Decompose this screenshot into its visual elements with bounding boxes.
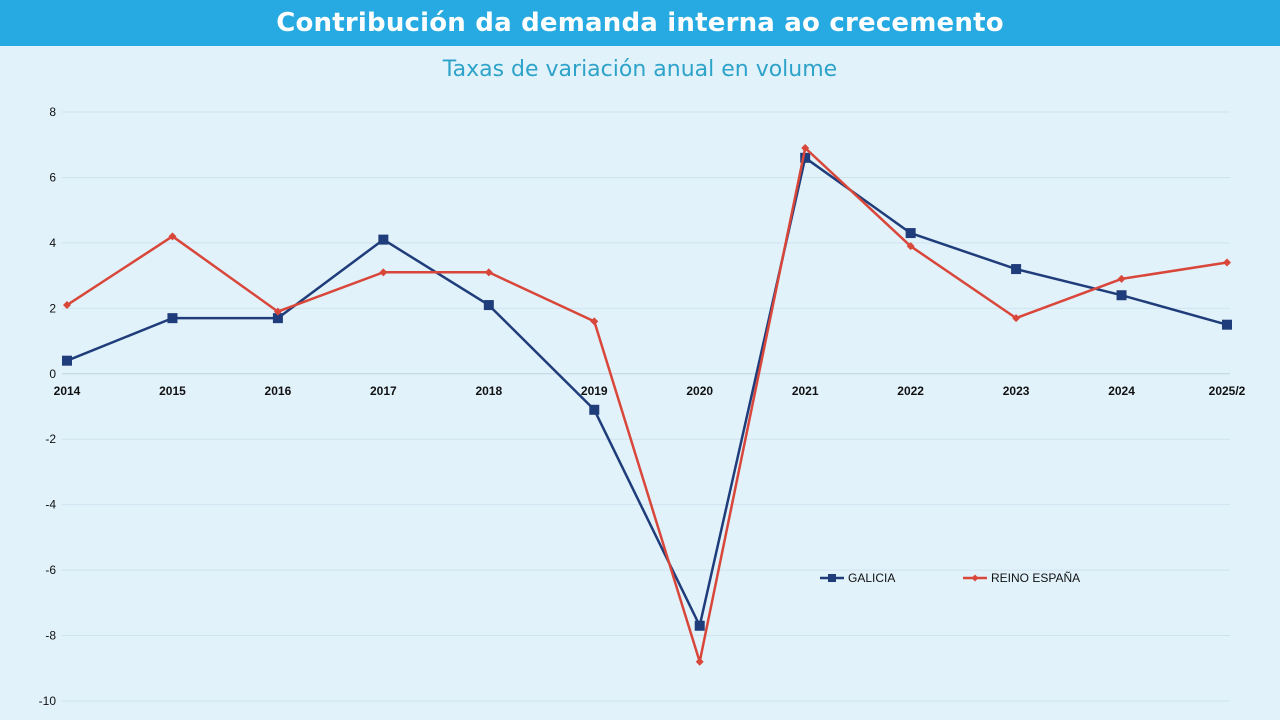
data-point-reino-espana: [484, 268, 493, 277]
data-point-galicia: [694, 620, 705, 631]
data-point-reino-espana: [695, 657, 704, 666]
y-tick-label: -6: [45, 563, 56, 577]
data-point-reino-espana: [1117, 274, 1126, 283]
y-tick-label: 6: [49, 170, 56, 184]
data-point-galicia: [905, 228, 916, 239]
series-line-galicia: [66, 156, 1228, 627]
data-point-reino-espana: [590, 317, 599, 326]
x-tick-label: 2014: [54, 384, 81, 398]
chart-subtitle: Taxas de variación anual en volume: [442, 57, 838, 82]
data-point-galicia: [272, 313, 283, 324]
y-axis-ticks: 8 6 4 2 0 -2 -4 -6 -8 -10: [39, 105, 57, 708]
y-tick-label: 2: [49, 301, 56, 315]
data-point-galicia: [1222, 319, 1232, 330]
data-point-reino-espana: [906, 242, 915, 251]
data-point-galicia: [378, 234, 389, 245]
data-point-galicia: [1116, 290, 1127, 301]
y-tick-label: 8: [49, 105, 56, 119]
x-tick-label: 2016: [265, 384, 292, 398]
x-tick-label: 2019: [581, 384, 608, 398]
y-tick-label: -10: [39, 694, 57, 708]
legend-label: REINO ESPAÑA: [991, 571, 1080, 585]
series-line-reino-espana: [66, 146, 1228, 663]
title-bar: Contribución da demanda interna ao crece…: [0, 0, 1280, 46]
legend-item-galicia: GALICIA: [820, 571, 895, 585]
x-tick-label: 2018: [475, 384, 502, 398]
x-tick-label: 2021: [792, 384, 819, 398]
y-tick-label: 0: [49, 367, 56, 381]
data-point-galicia: [589, 404, 600, 415]
legend-label: GALICIA: [848, 571, 895, 585]
legend-item-reino-espana: REINO ESPAÑA: [963, 571, 1080, 585]
x-axis-ticks: 2014 2015 2016 2017 2018 2019 2020 2021 2022 2023…: [54, 384, 1246, 398]
y-tick-label: -4: [45, 498, 56, 512]
data-point-reino-espana: [273, 307, 282, 316]
x-tick-label: 2023: [1003, 384, 1030, 398]
y-tick-label: -8: [45, 629, 56, 643]
x-tick-label: 2024: [1108, 384, 1135, 398]
x-tick-label: 2015: [159, 384, 186, 398]
data-point-reino-espana: [168, 232, 177, 241]
legend-marker: [828, 574, 836, 582]
x-tick-label: 2017: [370, 384, 397, 398]
legend: GALICIA REINO ESPAÑA: [820, 571, 1080, 585]
data-point-galicia: [483, 300, 494, 311]
series-group: [62, 143, 1232, 666]
y-tick-label: 4: [49, 236, 56, 250]
legend-marker: [971, 574, 979, 582]
data-point-reino-espana: [1223, 258, 1231, 267]
data-point-galicia: [167, 313, 178, 324]
data-point-reino-espana: [801, 143, 810, 152]
x-tick-label: 2022: [897, 384, 924, 398]
y-tick-label: -2: [45, 432, 56, 446]
data-point-galicia: [62, 355, 72, 366]
chart-title: Contribución da demanda interna ao crece…: [276, 8, 1004, 38]
data-point-reino-espana: [379, 268, 388, 277]
data-point-reino-espana: [63, 301, 71, 310]
gridlines: [62, 111, 1230, 702]
data-point-reino-espana: [1012, 314, 1021, 323]
x-tick-label: 2025/2: [1209, 384, 1246, 398]
x-tick-label: 2020: [686, 384, 713, 398]
data-point-galicia: [1011, 264, 1022, 275]
data-point-galicia: [800, 152, 811, 163]
